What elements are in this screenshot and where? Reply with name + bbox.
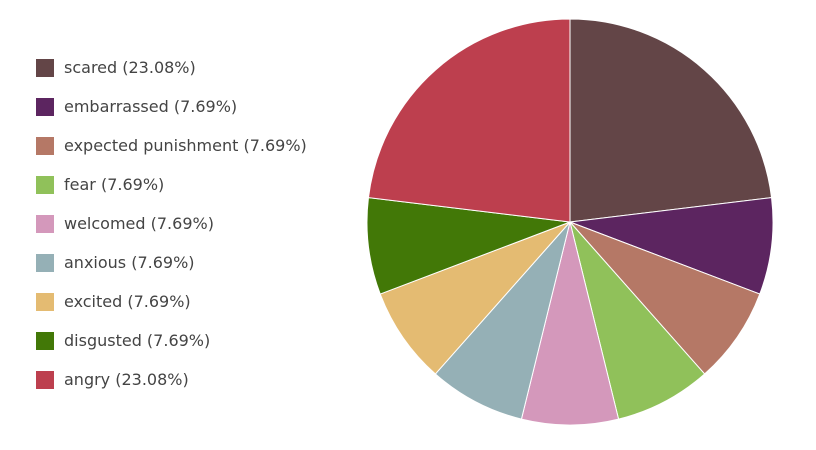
pie-slice-fear[interactable] — [569, 221, 706, 420]
pie-slice-expected-punishment[interactable] — [569, 221, 761, 375]
legend-item-fear[interactable]: fear (7.69%) — [36, 165, 307, 204]
legend-label: disgusted (7.69%) — [64, 331, 211, 350]
pie-slice-disgusted[interactable] — [366, 197, 571, 295]
legend-label: welcomed (7.69%) — [64, 214, 214, 233]
legend-swatch — [36, 214, 54, 233]
legend-swatch — [36, 331, 54, 350]
legend-label: excited (7.69%) — [64, 292, 191, 311]
legend-swatch — [36, 292, 54, 311]
legend-label: scared (23.08%) — [64, 58, 196, 77]
legend-item-expected-punishment[interactable]: expected punishment (7.69%) — [36, 126, 307, 165]
legend-swatch — [36, 253, 54, 272]
legend-item-excited[interactable]: excited (7.69%) — [36, 282, 307, 321]
legend-item-anxious[interactable]: anxious (7.69%) — [36, 243, 307, 282]
legend-item-angry[interactable]: angry (23.08%) — [36, 360, 307, 399]
legend-swatch — [36, 136, 54, 155]
legend-swatch — [36, 175, 54, 194]
legend-label: fear (7.69%) — [64, 175, 165, 194]
pie-slice-embarrassed[interactable] — [569, 197, 774, 295]
legend-item-scared[interactable]: scared (23.08%) — [36, 48, 307, 87]
legend-label: angry (23.08%) — [64, 370, 189, 389]
legend-item-embarrassed[interactable]: embarrassed (7.69%) — [36, 87, 307, 126]
legend-swatch — [36, 370, 54, 389]
pie-slice-welcomed[interactable] — [520, 221, 620, 426]
legend-item-welcomed[interactable]: welcomed (7.69%) — [36, 204, 307, 243]
pie-slice-angry[interactable] — [367, 18, 571, 223]
chart-legend: scared (23.08%) embarrassed (7.69%) expect… — [36, 48, 307, 399]
legend-item-disgusted[interactable]: disgusted (7.69%) — [36, 321, 307, 360]
legend-label: expected punishment (7.69%) — [64, 136, 307, 155]
pie-slice-excited[interactable] — [379, 221, 571, 375]
pie-slice-anxious[interactable] — [434, 221, 571, 420]
legend-label: anxious (7.69%) — [64, 253, 195, 272]
legend-swatch — [36, 58, 54, 77]
legend-swatch — [36, 97, 54, 116]
legend-label: embarrassed (7.69%) — [64, 97, 238, 116]
pie-slice-scared[interactable] — [569, 18, 773, 223]
